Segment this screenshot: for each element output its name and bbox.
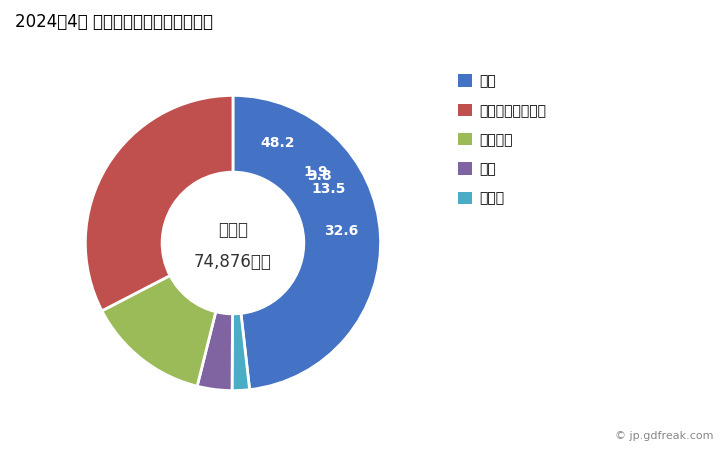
Text: 32.6: 32.6 bbox=[325, 224, 359, 238]
Wedge shape bbox=[197, 312, 232, 391]
Text: 3.8: 3.8 bbox=[306, 169, 331, 183]
Legend: タイ, 南アフリカ共和国, メキシコ, 台湾, その他: タイ, 南アフリカ共和国, メキシコ, 台湾, その他 bbox=[459, 74, 546, 206]
Wedge shape bbox=[85, 95, 233, 311]
Text: 1.9: 1.9 bbox=[304, 165, 328, 179]
Wedge shape bbox=[102, 275, 215, 386]
Text: 2024年4月 輸出相手国のシェア（％）: 2024年4月 輸出相手国のシェア（％） bbox=[15, 14, 213, 32]
Wedge shape bbox=[232, 313, 250, 391]
Text: 48.2: 48.2 bbox=[261, 136, 295, 150]
Text: © jp.gdfreak.com: © jp.gdfreak.com bbox=[615, 431, 713, 441]
Text: 13.5: 13.5 bbox=[311, 182, 345, 197]
Wedge shape bbox=[233, 95, 381, 390]
Text: 74,876万円: 74,876万円 bbox=[194, 253, 272, 271]
Text: 総　額: 総 額 bbox=[218, 220, 248, 238]
